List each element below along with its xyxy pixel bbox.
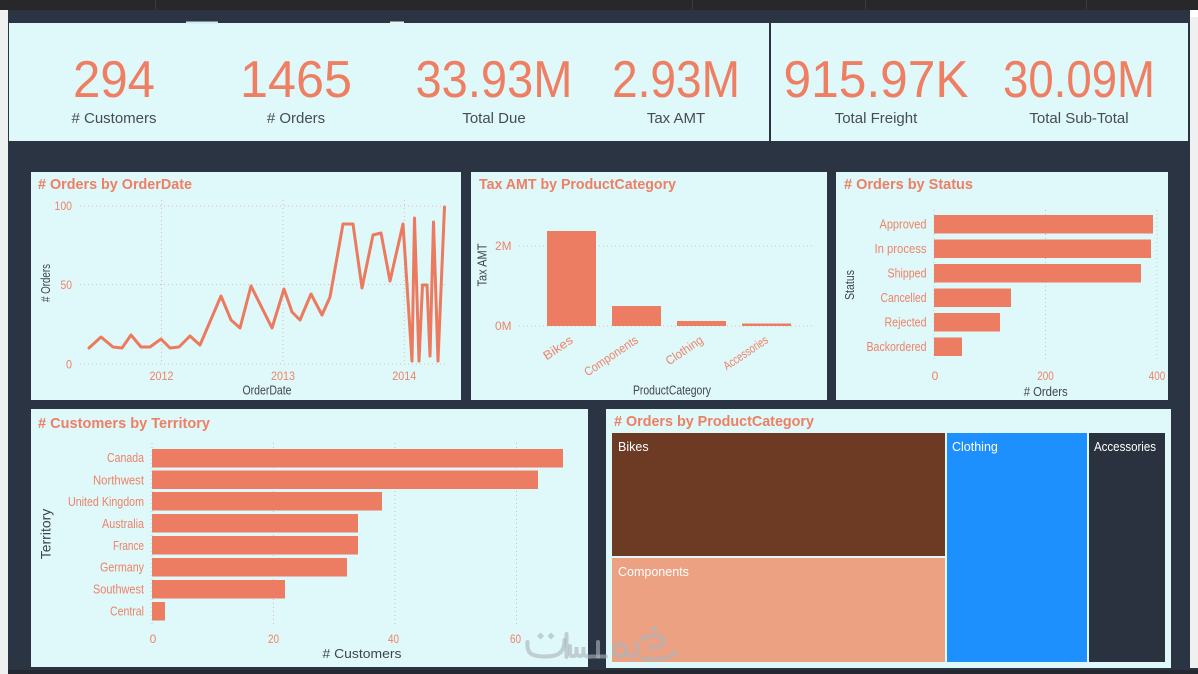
svg-text:Total Due: Total Due (462, 110, 525, 127)
svg-text:400: 400 (1149, 369, 1166, 383)
svg-text:Tax AMT: Tax AMT (476, 243, 490, 286)
svg-text:2014: 2014 (392, 369, 416, 383)
svg-text:915.97K: 915.97K (784, 50, 969, 108)
svg-text:1465: 1465 (240, 50, 352, 108)
svg-text:Accessories: Accessories (1094, 440, 1156, 454)
svg-text:# Orders: # Orders (39, 264, 53, 302)
svg-text:Shipped: Shipped (888, 266, 927, 281)
svg-text:# Customers: # Customers (323, 646, 403, 661)
svg-text:Backordered: Backordered (867, 339, 927, 354)
svg-text:Germany: Germany (100, 560, 144, 575)
svg-text:Australia: Australia (102, 516, 145, 531)
svg-text:Territory: Territory (38, 509, 54, 560)
svg-text:ProductCategory: ProductCategory (633, 384, 712, 398)
svg-text:Clothing: Clothing (952, 440, 998, 454)
svg-text:2013: 2013 (271, 369, 295, 383)
svg-text:200: 200 (1037, 369, 1054, 383)
svg-text:2M: 2M (495, 239, 512, 253)
svg-text:294: 294 (73, 50, 155, 108)
svg-text:# Orders: # Orders (1024, 385, 1068, 399)
svg-text:Tax AMT: Tax AMT (647, 110, 705, 127)
svg-text:In process: In process (875, 241, 927, 256)
svg-text:Components: Components (618, 565, 689, 579)
svg-text:Southwest: Southwest (93, 582, 144, 597)
svg-text:0: 0 (66, 358, 72, 372)
svg-text:Tax AMT by ProductCategory: Tax AMT by ProductCategory (479, 176, 677, 193)
svg-text:0: 0 (932, 369, 939, 383)
svg-text:33.93M: 33.93M (416, 50, 573, 108)
svg-text:# Orders by OrderDate: # Orders by OrderDate (38, 176, 192, 193)
svg-text:40: 40 (388, 632, 399, 646)
svg-text:# Orders by ProductCategory: # Orders by ProductCategory (614, 413, 815, 430)
svg-text:50: 50 (61, 278, 73, 292)
svg-text:Canada: Canada (107, 450, 145, 465)
svg-text:# Customers by Territory: # Customers by Territory (38, 415, 211, 432)
svg-text:Cancelled: Cancelled (881, 290, 927, 305)
svg-text:0M: 0M (495, 319, 512, 333)
svg-text:60: 60 (510, 632, 521, 646)
svg-text:# Customers: # Customers (71, 110, 156, 127)
svg-text:2012: 2012 (150, 369, 174, 383)
svg-text:Northwest: Northwest (93, 473, 144, 488)
svg-text:Approved: Approved (880, 217, 927, 232)
svg-text:2.93M: 2.93M (612, 50, 740, 108)
svg-text:Central: Central (110, 604, 144, 619)
svg-text:# Orders: # Orders (267, 110, 325, 127)
svg-text:20: 20 (268, 632, 279, 646)
svg-text:# Orders by Status: # Orders by Status (844, 176, 973, 193)
svg-text:100: 100 (55, 199, 73, 213)
svg-text:Total Freight: Total Freight (835, 110, 918, 127)
svg-text:30.09M: 30.09M (1003, 50, 1155, 108)
svg-text:Rejected: Rejected (885, 315, 927, 330)
svg-text:United Kingdom: United Kingdom (68, 494, 144, 509)
svg-text:Total Sub-Total: Total Sub-Total (1029, 110, 1128, 127)
svg-text:Status: Status (843, 270, 857, 300)
svg-text:Bikes: Bikes (618, 440, 649, 454)
svg-text:OrderDate: OrderDate (243, 384, 292, 398)
svg-text:0: 0 (150, 632, 157, 646)
svg-text:France: France (113, 538, 144, 553)
